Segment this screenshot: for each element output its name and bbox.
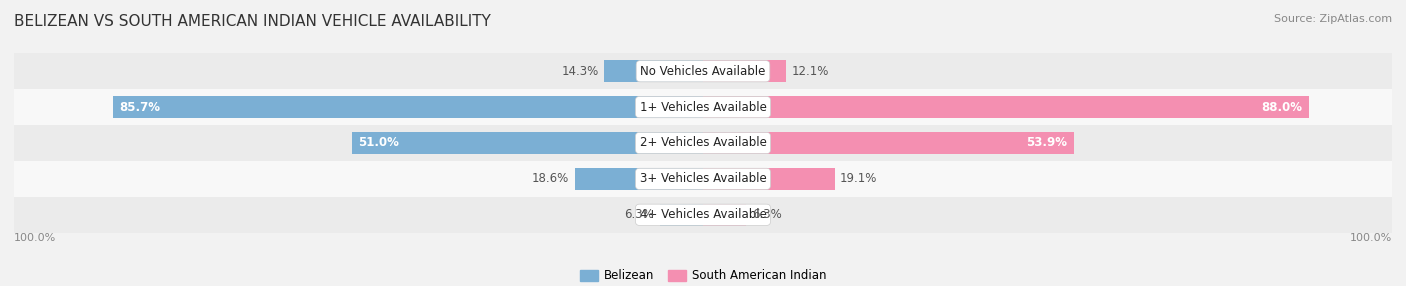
- Text: 85.7%: 85.7%: [120, 101, 160, 114]
- Bar: [575, 168, 703, 190]
- Text: No Vehicles Available: No Vehicles Available: [640, 65, 766, 78]
- Bar: [703, 60, 786, 82]
- Bar: [703, 204, 747, 226]
- Text: 51.0%: 51.0%: [359, 136, 399, 150]
- Text: 14.3%: 14.3%: [562, 65, 599, 78]
- Bar: [703, 168, 835, 190]
- Text: 12.1%: 12.1%: [792, 65, 830, 78]
- Text: 88.0%: 88.0%: [1261, 101, 1302, 114]
- Bar: [14, 89, 1392, 125]
- Text: 100.0%: 100.0%: [1350, 233, 1392, 243]
- Bar: [659, 204, 703, 226]
- Text: 100.0%: 100.0%: [14, 233, 56, 243]
- Text: Source: ZipAtlas.com: Source: ZipAtlas.com: [1274, 14, 1392, 24]
- Text: BELIZEAN VS SOUTH AMERICAN INDIAN VEHICLE AVAILABILITY: BELIZEAN VS SOUTH AMERICAN INDIAN VEHICL…: [14, 14, 491, 29]
- Legend: Belizean, South American Indian: Belizean, South American Indian: [575, 265, 831, 286]
- Bar: [112, 96, 703, 118]
- Bar: [14, 53, 1392, 89]
- Bar: [14, 125, 1392, 161]
- Text: 53.9%: 53.9%: [1026, 136, 1067, 150]
- Text: 18.6%: 18.6%: [531, 172, 569, 185]
- Text: 19.1%: 19.1%: [841, 172, 877, 185]
- Bar: [605, 60, 703, 82]
- Bar: [703, 132, 1074, 154]
- Bar: [352, 132, 703, 154]
- Bar: [14, 197, 1392, 233]
- Text: 3+ Vehicles Available: 3+ Vehicles Available: [640, 172, 766, 185]
- Text: 1+ Vehicles Available: 1+ Vehicles Available: [640, 101, 766, 114]
- Text: 4+ Vehicles Available: 4+ Vehicles Available: [640, 208, 766, 221]
- Text: 6.3%: 6.3%: [624, 208, 654, 221]
- Text: 6.3%: 6.3%: [752, 208, 782, 221]
- Bar: [703, 96, 1309, 118]
- Text: 2+ Vehicles Available: 2+ Vehicles Available: [640, 136, 766, 150]
- Bar: [14, 161, 1392, 197]
